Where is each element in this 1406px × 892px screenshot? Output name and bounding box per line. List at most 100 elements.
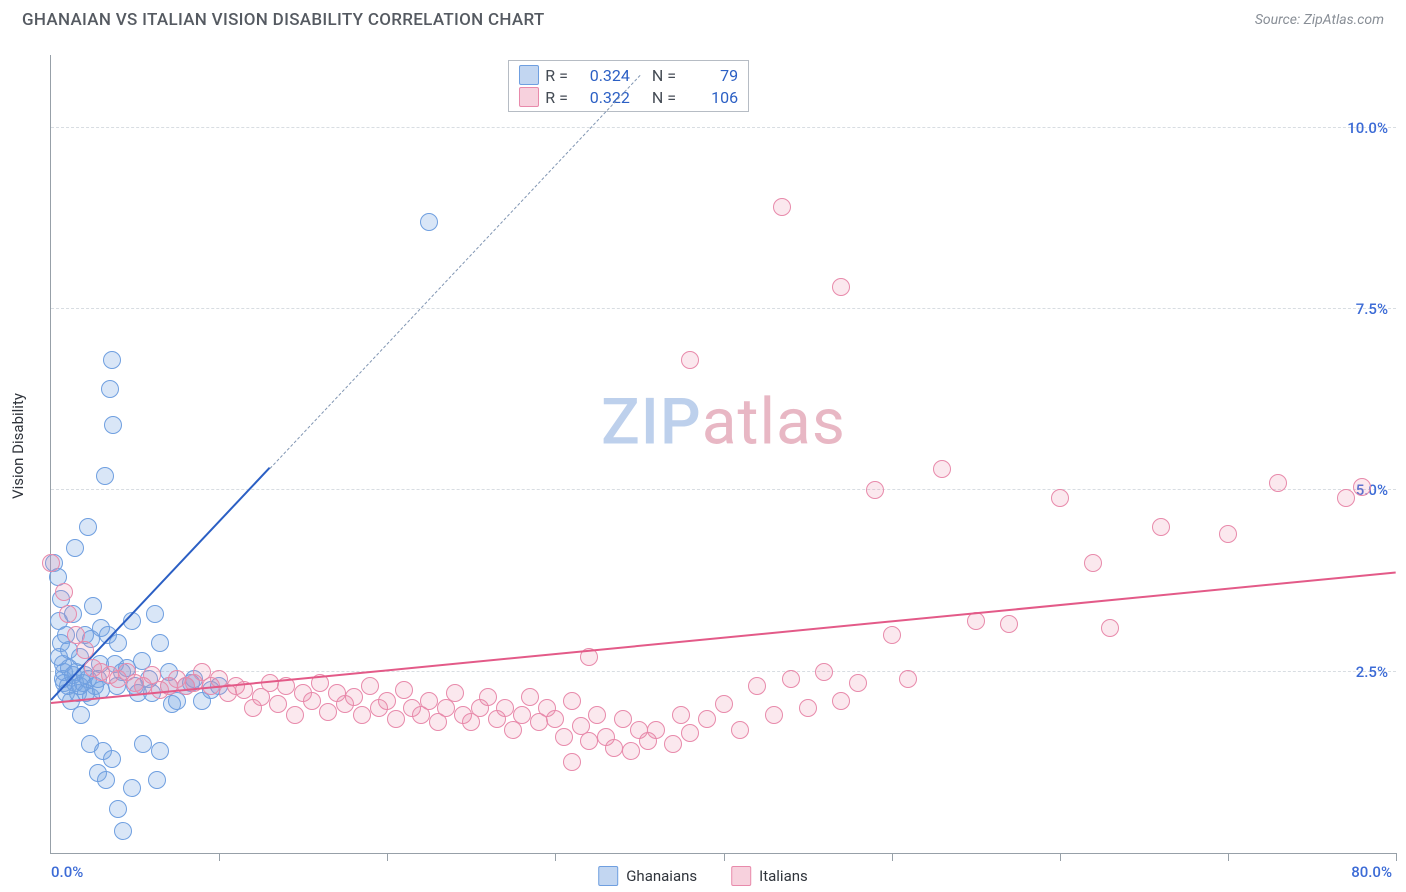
scatter-point-b	[1084, 554, 1102, 572]
chart-source: Source: ZipAtlas.com	[1255, 12, 1384, 28]
scatter-point-b	[378, 692, 396, 710]
y-tick-label: 7.5%	[1356, 300, 1388, 318]
scatter-point-b	[672, 706, 690, 724]
scatter-point-a	[151, 634, 169, 652]
scatter-point-a	[146, 605, 164, 623]
scatter-point-b	[748, 677, 766, 695]
scatter-point-a	[72, 706, 90, 724]
scatter-point-b	[420, 692, 438, 710]
chart-plot-area: ZIPatlas R = 0.324 N = 79 R = 0.322 N = …	[50, 55, 1396, 854]
scatter-point-b	[799, 699, 817, 717]
y-tick-label: 2.5%	[1356, 663, 1388, 681]
chart-title: GHANAIAN VS ITALIAN VISION DISABILITY CO…	[22, 10, 545, 30]
scatter-point-b	[765, 706, 783, 724]
scatter-point-a	[151, 742, 169, 760]
watermark: ZIPatlas	[601, 385, 846, 460]
y-axis-title: Vision Disability	[9, 393, 27, 499]
scatter-point-b	[319, 703, 337, 721]
scatter-point-a	[148, 771, 166, 789]
stats-r-label2: R =	[545, 88, 568, 107]
scatter-point-a	[109, 800, 127, 818]
y-gridline	[51, 308, 1396, 309]
scatter-point-b	[849, 674, 867, 692]
trend-line-a-extrapolated	[269, 75, 640, 469]
scatter-point-a	[101, 380, 119, 398]
scatter-point-b	[521, 688, 539, 706]
y-gridline	[51, 127, 1396, 128]
x-tick	[555, 853, 556, 861]
scatter-point-b	[580, 732, 598, 750]
x-tick	[724, 853, 725, 861]
scatter-point-b	[773, 198, 791, 216]
stats-n-label: N =	[652, 66, 676, 85]
scatter-point-b	[286, 706, 304, 724]
stats-r-label: R =	[545, 66, 568, 85]
stats-r-a: 0.324	[574, 66, 630, 85]
scatter-point-a	[96, 467, 114, 485]
scatter-point-a	[66, 539, 84, 557]
scatter-point-a	[103, 351, 121, 369]
stats-n-a: 79	[682, 66, 738, 85]
stats-n-b: 106	[682, 88, 738, 107]
stats-n-label2: N =	[652, 88, 676, 107]
scatter-point-b	[647, 721, 665, 739]
legend-item-a: Ghanaians	[598, 866, 697, 886]
scatter-point-b	[1353, 478, 1371, 496]
scatter-point-a	[123, 779, 141, 797]
scatter-point-b	[1219, 525, 1237, 543]
scatter-point-b	[899, 670, 917, 688]
scatter-point-a	[103, 750, 121, 768]
scatter-point-a	[104, 416, 122, 434]
scatter-point-b	[614, 710, 632, 728]
x-tick	[1396, 853, 1397, 861]
legend-item-b: Italians	[731, 866, 808, 886]
stats-row-a: R = 0.324 N = 79	[519, 65, 738, 85]
scatter-point-b	[269, 695, 287, 713]
scatter-point-b	[588, 706, 606, 724]
scatter-point-b	[605, 739, 623, 757]
x-tick	[892, 853, 893, 861]
scatter-point-b	[883, 626, 901, 644]
y-tick-label: 10.0%	[1347, 119, 1388, 137]
y-gridline	[51, 489, 1396, 490]
stats-swatch-a	[519, 65, 539, 85]
scatter-point-b	[563, 753, 581, 771]
scatter-point-b	[832, 278, 850, 296]
x-tick	[1060, 853, 1061, 861]
scatter-point-b	[815, 663, 833, 681]
scatter-point-a	[84, 597, 102, 615]
scatter-point-b	[1269, 474, 1287, 492]
stats-swatch-b	[519, 87, 539, 107]
scatter-point-b	[387, 710, 405, 728]
scatter-point-b	[479, 688, 497, 706]
scatter-point-b	[1101, 619, 1119, 637]
legend-swatch-b	[731, 866, 751, 886]
scatter-point-b	[731, 721, 749, 739]
scatter-point-b	[496, 699, 514, 717]
scatter-point-b	[76, 641, 94, 659]
scatter-point-b	[1051, 489, 1069, 507]
scatter-point-b	[1337, 489, 1355, 507]
x-tick	[219, 853, 220, 861]
y-gridline	[51, 671, 1396, 672]
scatter-point-b	[42, 554, 60, 572]
scatter-point-b	[1000, 615, 1018, 633]
scatter-point-a	[114, 822, 132, 840]
legend-label-b: Italians	[759, 867, 808, 885]
source-prefix: Source:	[1255, 12, 1304, 28]
scatter-point-b	[446, 684, 464, 702]
scatter-point-b	[715, 695, 733, 713]
scatter-point-b	[681, 724, 699, 742]
legend-swatch-a	[598, 866, 618, 886]
scatter-point-b	[622, 742, 640, 760]
scatter-point-b	[361, 677, 379, 695]
source-name: ZipAtlas.com	[1304, 12, 1384, 28]
scatter-point-b	[782, 670, 800, 688]
scatter-point-a	[79, 518, 97, 536]
scatter-point-b	[546, 710, 564, 728]
trend-line-b	[51, 572, 1396, 705]
scatter-point-a	[420, 213, 438, 231]
scatter-point-b	[345, 688, 363, 706]
scatter-point-b	[681, 351, 699, 369]
chart-header: GHANAIAN VS ITALIAN VISION DISABILITY CO…	[0, 0, 1406, 38]
